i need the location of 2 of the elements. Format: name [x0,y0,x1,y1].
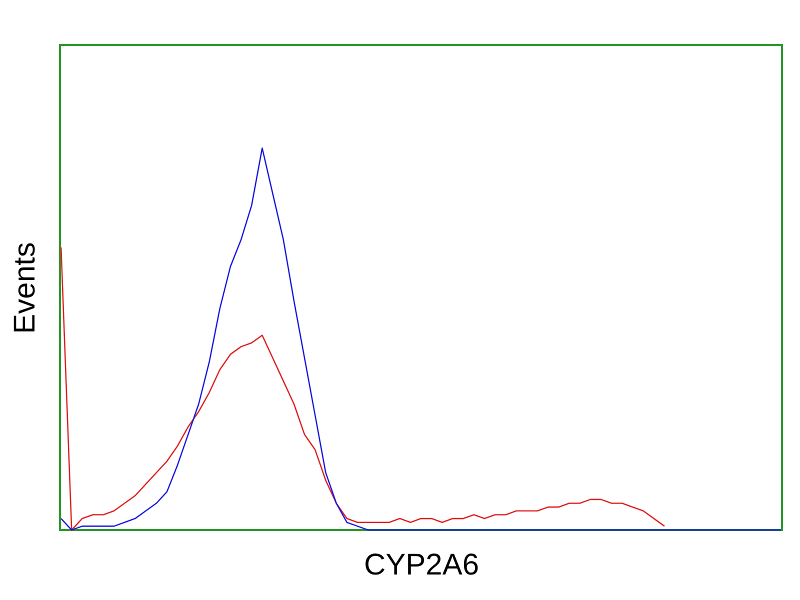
x-axis-title: CYP2A6 [364,548,480,582]
y-axis-title: Events [8,242,42,334]
